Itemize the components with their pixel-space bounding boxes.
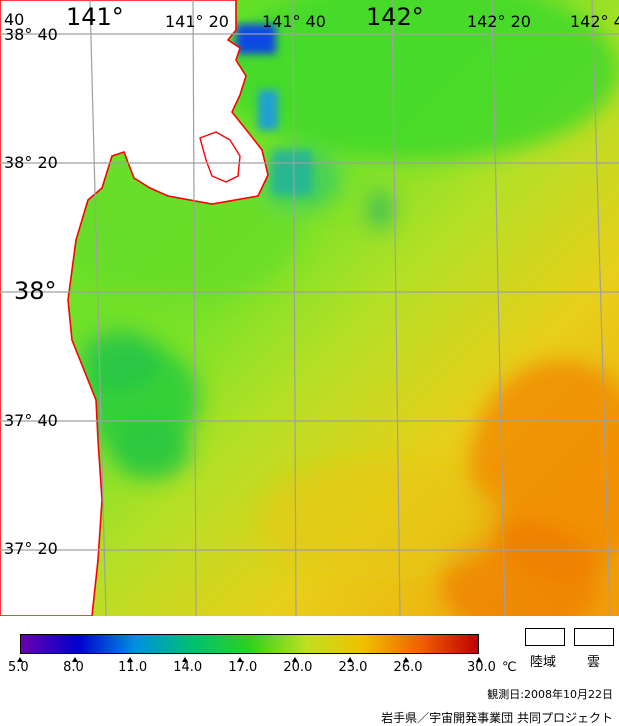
lon-label: 142° 4 <box>570 12 619 31</box>
color-bar-tick <box>237 657 244 662</box>
land-key-label: 陸域 <box>530 655 557 670</box>
corner-label: 40 <box>4 10 25 29</box>
graticule <box>0 0 619 616</box>
color-bar-tick-label: 26.0 <box>393 660 423 675</box>
temperature-color-bar <box>20 634 479 654</box>
lon-label: 141° 40 <box>262 12 326 31</box>
lat-label: 38° 40 <box>4 25 58 44</box>
color-bar-tick-label: 30.0 <box>467 660 496 675</box>
sst-map-canvas <box>0 0 619 616</box>
color-bar-tick-label: 8.0 <box>63 660 84 675</box>
sst-map: 40 141° 141° 20 141° 40 142° 142° 20 142… <box>0 0 619 616</box>
color-bar-tick <box>127 657 134 662</box>
lat-label: 38° <box>14 277 57 305</box>
color-bar-tick-label: 23.0 <box>338 660 368 675</box>
color-bar-tick <box>292 657 299 662</box>
color-bar-tick-label: 11.0 <box>118 660 148 675</box>
cold-patches <box>236 24 312 195</box>
cloud-key-swatch <box>574 628 614 646</box>
lon-label: 141° <box>66 3 124 31</box>
color-bar-tick-label: 20.0 <box>283 660 313 675</box>
color-bar-tick <box>17 657 23 662</box>
color-bar-tick-label: 17.0 <box>228 660 258 675</box>
lon-label: 142° <box>366 3 424 31</box>
land-key-swatch <box>525 628 565 646</box>
lat-label: 38° 20 <box>4 153 58 172</box>
lon-label: 142° 20 <box>467 12 531 31</box>
lon-label: 141° 20 <box>165 12 229 31</box>
color-bar-tick <box>182 657 189 662</box>
cloud-key-label: 雲 <box>587 655 601 670</box>
temperature-unit: ℃ <box>502 660 517 675</box>
land-mass <box>0 0 269 616</box>
color-bar-tick-label: 5.0 <box>8 660 29 675</box>
project-credit: 岩手県／宇宙開発事業団 共同プロジェクト <box>381 711 613 725</box>
color-bar-tick-label: 14.0 <box>173 660 203 675</box>
lat-label: 37° 40 <box>4 411 58 430</box>
color-bar-tick <box>347 657 354 662</box>
lat-label: 37° 20 <box>4 539 58 558</box>
color-bar-tick <box>402 657 409 662</box>
observation-date: 観測日:2008年10月22日 <box>487 688 613 701</box>
bay-coast <box>199 131 241 183</box>
color-bar-tick <box>476 657 482 662</box>
color-bar-tick <box>72 657 79 662</box>
